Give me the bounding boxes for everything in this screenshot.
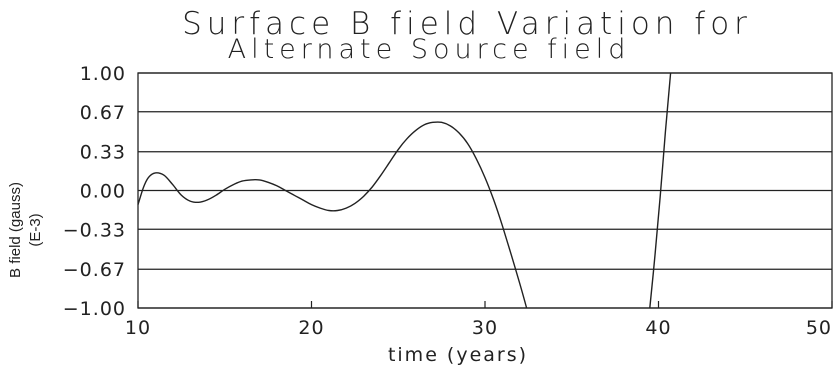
y-tick-label: 0.33: [80, 142, 126, 164]
y-tick-label: 0.67: [80, 102, 126, 124]
y-axis-unit-label: (E-3): [27, 213, 44, 246]
y-tick-labels: 1.00 0.67 0.33 0.00 −0.33 −0.67 −1.00: [63, 63, 126, 320]
x-axis-label: time (years): [388, 344, 528, 366]
series-line-0: [137, 121, 528, 309]
y-tick-label: −0.67: [63, 259, 126, 281]
series-line-1: [649, 72, 672, 309]
y-tick-label: −1.00: [63, 298, 126, 320]
series-layer: [137, 72, 672, 309]
chart-title-line2: Alternate Source field: [227, 34, 631, 65]
x-tick-label: 30: [472, 317, 498, 339]
x-tick-label: 50: [806, 317, 832, 339]
x-tick-label: 20: [298, 317, 324, 339]
y-tick-label: 1.00: [80, 63, 126, 85]
x-tick-label: 40: [645, 317, 671, 339]
y-axis-label: B field (gauss): [7, 182, 24, 278]
x-tick-label: 10: [125, 317, 151, 339]
x-tick-labels: 10 20 30 40 50: [125, 301, 833, 339]
y-tick-label: −0.33: [63, 219, 126, 241]
chart-title-line1: Surface B field Variation for: [182, 6, 752, 42]
grid-layer: [138, 72, 832, 309]
y-tick-label: 0.00: [80, 181, 126, 203]
